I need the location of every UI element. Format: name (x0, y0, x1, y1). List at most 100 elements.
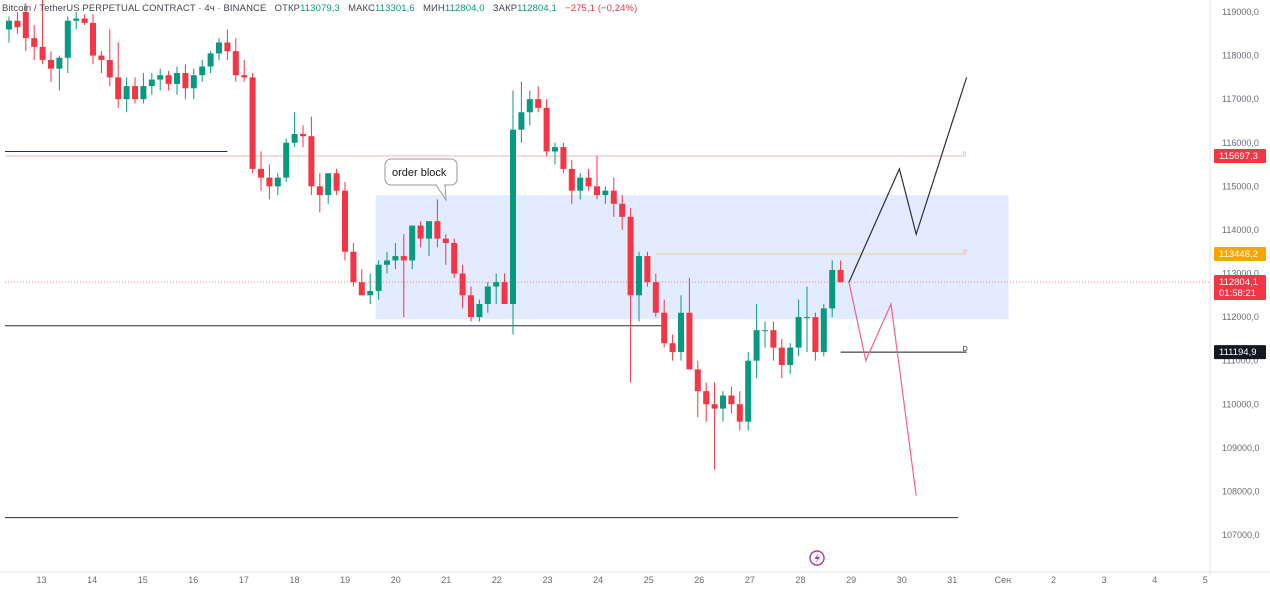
price-tick-label: 116000,0 (1222, 138, 1259, 148)
candle-body (787, 347, 794, 366)
candle-body (459, 273, 466, 296)
annotation-layer: order block (384, 158, 825, 566)
time-tick-label: 4 (1152, 575, 1157, 585)
candle-body (216, 42, 222, 54)
time-tick-label: 28 (795, 575, 805, 585)
candle-body (526, 99, 533, 113)
candle-body (274, 177, 281, 187)
candle-body (493, 282, 500, 287)
candle-body (81, 18, 88, 23)
price-tick-label: 113000,0 (1222, 269, 1259, 279)
candle-body (14, 20, 21, 28)
candle-body (132, 86, 138, 100)
candle-body (98, 55, 105, 60)
candle-body (232, 51, 239, 76)
candle-body (837, 270, 844, 283)
time-tick-label: 21 (441, 575, 451, 585)
candle-body (48, 59, 54, 69)
time-tick-label: 14 (87, 575, 97, 585)
time-tick-label: 3 (1102, 575, 1107, 585)
candle-body (476, 304, 483, 318)
projection-layer (848, 77, 968, 496)
candle-body (300, 134, 306, 137)
candle-body (64, 20, 71, 58)
candle-body (258, 168, 264, 178)
candle-body (358, 282, 365, 296)
candle-body (560, 147, 567, 169)
candle-body (753, 330, 760, 361)
candle-body (736, 404, 743, 422)
time-tick-label: 25 (644, 575, 654, 585)
candle-body (182, 73, 189, 89)
candle-body (552, 147, 558, 152)
price-tick-label: 111000,0 (1222, 356, 1258, 366)
price-tag-text: 115697,3 (1219, 151, 1258, 162)
price-axis[interactable]: 107000,0 108000,0 109000,0 110000,0 111000,0… (1209, 0, 1260, 575)
price-tag-bg (1214, 345, 1266, 360)
time-tick-label: 29 (846, 575, 856, 585)
order-block-rect (375, 195, 1009, 320)
candle-body (619, 203, 626, 217)
price-tick-label: 119000,0 (1222, 7, 1259, 17)
high-label: МАКС (348, 3, 376, 14)
horizontal-levels-layer: н w D (5, 150, 1210, 519)
time-tick-label: 16 (188, 575, 198, 585)
price-tag-level-low: 111194,9 (1214, 345, 1266, 360)
candle-body (720, 395, 726, 409)
candle-body (778, 347, 785, 366)
candle-body (308, 136, 315, 187)
candle-body (812, 317, 819, 352)
time-axis[interactable]: 13 14 15 16 17 18 19 20 21 22 23 24 25 26 27 28 29 30 31 Се… (0, 571, 1270, 585)
lightning-icon[interactable] (809, 550, 825, 566)
time-tick-label: 5 (1203, 575, 1208, 585)
time-tick-label: 23 (542, 575, 552, 585)
candle-body (148, 79, 155, 87)
order-block-callout[interactable] (384, 158, 458, 186)
price-tags-layer: 115697,3 113446,2 112804,101:58:21 111194,9 (1214, 148, 1266, 360)
level-letter-upper: н (963, 150, 967, 157)
candle-body (39, 46, 46, 60)
time-tick-label: 20 (391, 575, 401, 585)
candle-body (266, 177, 273, 187)
price-tag-current: 112804,101:58:21 (1214, 275, 1266, 301)
candle-body (115, 77, 122, 100)
price-tag-level-mid: 113446,2 (1214, 247, 1266, 262)
price-tick-label: 117000,0 (1222, 94, 1259, 104)
candle-body (434, 221, 441, 239)
candle-body (585, 177, 592, 187)
candle-body (426, 221, 432, 239)
price-tick-label: 115000,0 (1222, 181, 1259, 191)
candle-body (384, 260, 390, 265)
symbol-title: Bitcoin / TetherUS PERPETUAL CONTRACT · … (2, 3, 267, 14)
candle-body (762, 330, 768, 332)
time-tick-label: 15 (138, 575, 148, 585)
candle-body (241, 75, 248, 78)
candle-body (400, 256, 407, 261)
time-tick-label: 13 (36, 575, 46, 585)
lightning-bolt (814, 553, 820, 564)
candle-body (535, 99, 542, 108)
candle-body (644, 256, 651, 283)
time-tick-label: 18 (289, 575, 299, 585)
level-letter-mid: w (962, 248, 969, 255)
candle-body (568, 168, 575, 191)
candle-body (686, 312, 693, 370)
candle-body (350, 251, 357, 283)
time-tick-label: 26 (694, 575, 704, 585)
candle-body (417, 225, 424, 239)
candle-body (249, 77, 256, 169)
candle-body (745, 360, 752, 422)
candle-body (501, 282, 508, 305)
candle-body (543, 107, 550, 152)
time-tick-label: 19 (340, 575, 350, 585)
candle-body (661, 312, 668, 344)
candle-body (165, 75, 172, 84)
price-tick-label: 112000,0 (1222, 312, 1259, 322)
candle-body (392, 256, 399, 261)
price-tag-bg (1214, 148, 1266, 163)
candle-body (820, 308, 827, 352)
price-tag-bg (1214, 247, 1266, 262)
candle-body (577, 177, 584, 191)
